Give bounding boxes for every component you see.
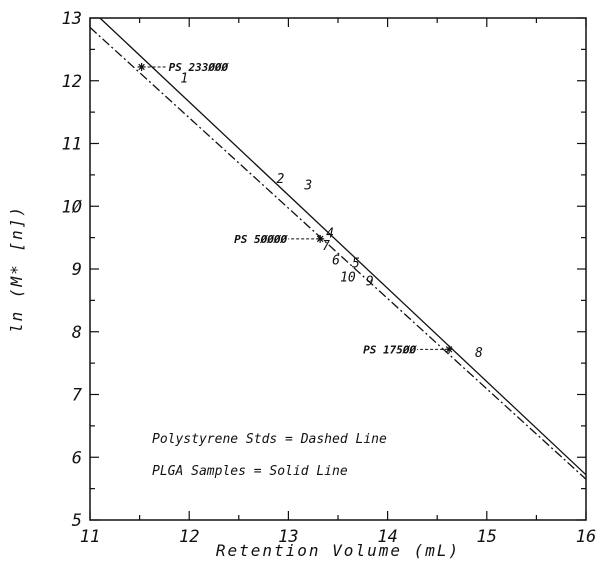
sample-label: 6 — [332, 254, 340, 269]
sample-labels: 1 2 3 4 567 8 9 10 — [180, 72, 483, 361]
sample-label: 1 — [180, 72, 188, 87]
y-tick-label: 1Ø — [62, 197, 82, 217]
annotation-solid: PLGA Samples = Solid Line — [152, 464, 348, 479]
standard-markers: PS 233ØØØ PS 5ØØØØ PS 175ØØ — [137, 61, 454, 356]
sample-label: 9 — [366, 274, 374, 289]
x-axis-title: Retention Volume (mL) — [216, 541, 460, 560]
sample-label: 2 — [277, 172, 285, 187]
standard-marker-stroke — [138, 63, 145, 71]
sample-label: 8 — [475, 346, 483, 361]
series-lines — [89, 17, 587, 480]
y-tick-label: 12 — [62, 72, 82, 92]
sample-label: 3 — [303, 178, 312, 193]
annotation-dashed: Polystyrene Stds = Dashed Line — [152, 432, 387, 447]
x-tick-label: 16 — [576, 527, 596, 547]
y-tick-label: 6 — [72, 448, 82, 468]
plga-line — [99, 17, 587, 476]
y-tick-label: 5 — [72, 511, 82, 531]
tick-marks — [89, 17, 587, 521]
y-tick-label: 7 — [72, 386, 83, 406]
x-tick-label: 11 — [80, 527, 100, 547]
sample-label: 10 — [340, 271, 356, 286]
x-tick-labels: 11 12 13 14 15 16 — [80, 527, 596, 547]
standard-marker-stroke — [316, 235, 324, 243]
x-tick-label: 14 — [377, 527, 397, 547]
standard-marker-stroke — [445, 346, 453, 353]
standard-label: PS 233ØØØ — [169, 61, 230, 74]
sample-label: 7 — [322, 239, 330, 254]
sample-label: 5 — [352, 257, 360, 272]
x-tick-label: 13 — [278, 527, 298, 547]
polystyrene-line — [89, 26, 587, 480]
standard-label: PS 5ØØØØ — [234, 233, 288, 246]
x-tick-label: 12 — [179, 527, 199, 547]
y-tick-label: 11 — [62, 135, 82, 155]
y-tick-label: 13 — [62, 9, 82, 29]
sample-label: 4 — [326, 227, 334, 242]
standard-label: PS 175ØØ — [363, 343, 417, 356]
x-tick-label: 15 — [477, 527, 497, 547]
y-tick-labels: 5 6 7 8 9 1Ø 11 12 13 — [62, 9, 83, 531]
y-tick-label: 8 — [72, 323, 82, 343]
y-axis-title: ln (M* [n]) — [7, 205, 26, 333]
y-tick-label: 9 — [72, 260, 82, 280]
